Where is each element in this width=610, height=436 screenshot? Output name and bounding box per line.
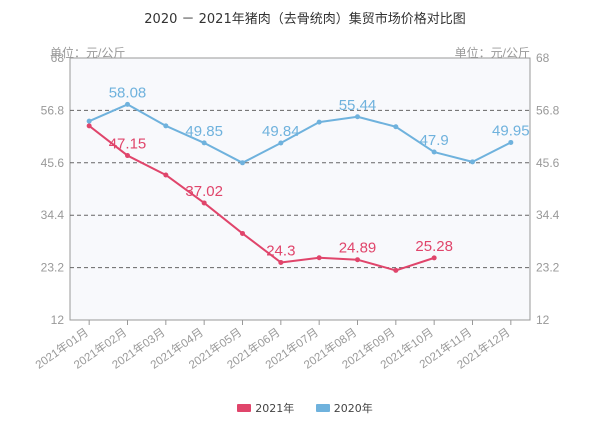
data-label: 37.02 bbox=[185, 183, 223, 200]
data-point bbox=[355, 114, 360, 119]
data-point bbox=[508, 140, 513, 145]
data-point bbox=[393, 124, 398, 129]
data-label: 47.9 bbox=[420, 132, 449, 149]
y-tick-label-left: 12 bbox=[51, 313, 65, 327]
y-tick-label-left: 34.4 bbox=[41, 208, 65, 222]
data-point bbox=[125, 102, 130, 107]
data-point bbox=[470, 159, 475, 164]
y-tick-label-left: 45.6 bbox=[41, 156, 65, 170]
data-point bbox=[163, 172, 168, 177]
legend-label-2021: 2021年 bbox=[255, 400, 294, 416]
legend-label-2020: 2020年 bbox=[334, 400, 373, 416]
unit-label-left: 单位：元/公斤 bbox=[50, 45, 125, 60]
y-tick-label-right: 34.4 bbox=[536, 208, 560, 222]
data-point bbox=[240, 231, 245, 236]
data-point bbox=[202, 140, 207, 145]
data-point bbox=[87, 123, 92, 128]
data-point bbox=[278, 140, 283, 145]
data-label: 24.89 bbox=[339, 240, 377, 257]
legend-swatch-2021 bbox=[237, 404, 251, 412]
y-tick-label-right: 45.6 bbox=[536, 156, 560, 170]
legend: 2021年 2020年 bbox=[0, 400, 610, 416]
data-label: 49.95 bbox=[492, 122, 530, 139]
y-tick-label-left: 23.2 bbox=[41, 261, 65, 275]
data-point bbox=[240, 160, 245, 165]
y-tick-label-right: 12 bbox=[536, 313, 550, 327]
legend-item-2021[interactable]: 2021年 bbox=[237, 400, 294, 416]
legend-swatch-2020 bbox=[316, 404, 330, 412]
data-point bbox=[393, 268, 398, 273]
data-point bbox=[317, 255, 322, 260]
y-tick-label-left: 56.8 bbox=[41, 103, 65, 117]
y-tick-label-right: 23.2 bbox=[536, 261, 560, 275]
data-point bbox=[125, 153, 130, 158]
data-point bbox=[317, 120, 322, 125]
data-point bbox=[202, 200, 207, 205]
data-label: 47.15 bbox=[109, 136, 147, 153]
data-point bbox=[432, 150, 437, 155]
y-tick-label-right: 68 bbox=[536, 51, 550, 65]
data-label: 58.08 bbox=[109, 84, 147, 101]
unit-label-right: 单位：元/公斤 bbox=[455, 45, 530, 60]
data-label: 25.28 bbox=[415, 238, 453, 255]
data-label: 49.85 bbox=[185, 123, 223, 140]
y-tick-label-right: 56.8 bbox=[536, 103, 560, 117]
data-label: 24.3 bbox=[266, 242, 295, 259]
data-point bbox=[87, 119, 92, 124]
data-label: 49.84 bbox=[262, 123, 300, 140]
data-point bbox=[355, 257, 360, 262]
data-label: 55.44 bbox=[339, 97, 377, 114]
legend-item-2020[interactable]: 2020年 bbox=[316, 400, 373, 416]
data-point bbox=[278, 260, 283, 265]
data-point bbox=[163, 123, 168, 128]
data-point bbox=[432, 255, 437, 260]
